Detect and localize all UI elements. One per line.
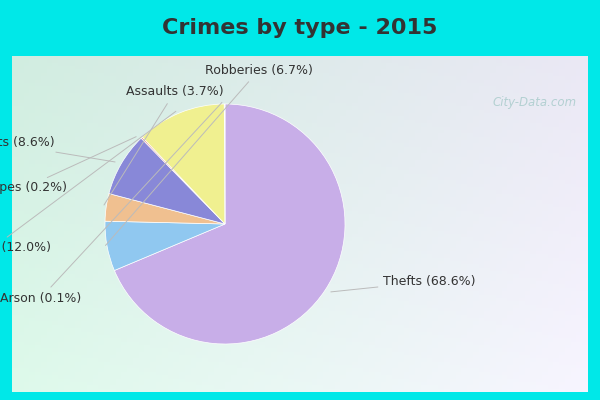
- Wedge shape: [109, 138, 225, 224]
- Wedge shape: [141, 137, 225, 224]
- Wedge shape: [105, 221, 225, 270]
- Text: Auto thefts (8.6%): Auto thefts (8.6%): [0, 136, 115, 162]
- Text: Assaults (3.7%): Assaults (3.7%): [104, 86, 223, 205]
- Text: City-Data.com: City-Data.com: [493, 96, 577, 109]
- Text: Burglaries (12.0%): Burglaries (12.0%): [0, 111, 176, 254]
- Wedge shape: [142, 104, 225, 224]
- Wedge shape: [224, 104, 225, 224]
- Text: Crimes by type - 2015: Crimes by type - 2015: [163, 18, 437, 38]
- Text: Thefts (68.6%): Thefts (68.6%): [331, 275, 476, 292]
- Wedge shape: [105, 194, 225, 224]
- Text: Robberies (6.7%): Robberies (6.7%): [106, 64, 313, 246]
- Text: Rapes (0.2%): Rapes (0.2%): [0, 137, 136, 194]
- Wedge shape: [115, 104, 345, 344]
- Text: Arson (0.1%): Arson (0.1%): [0, 102, 222, 305]
